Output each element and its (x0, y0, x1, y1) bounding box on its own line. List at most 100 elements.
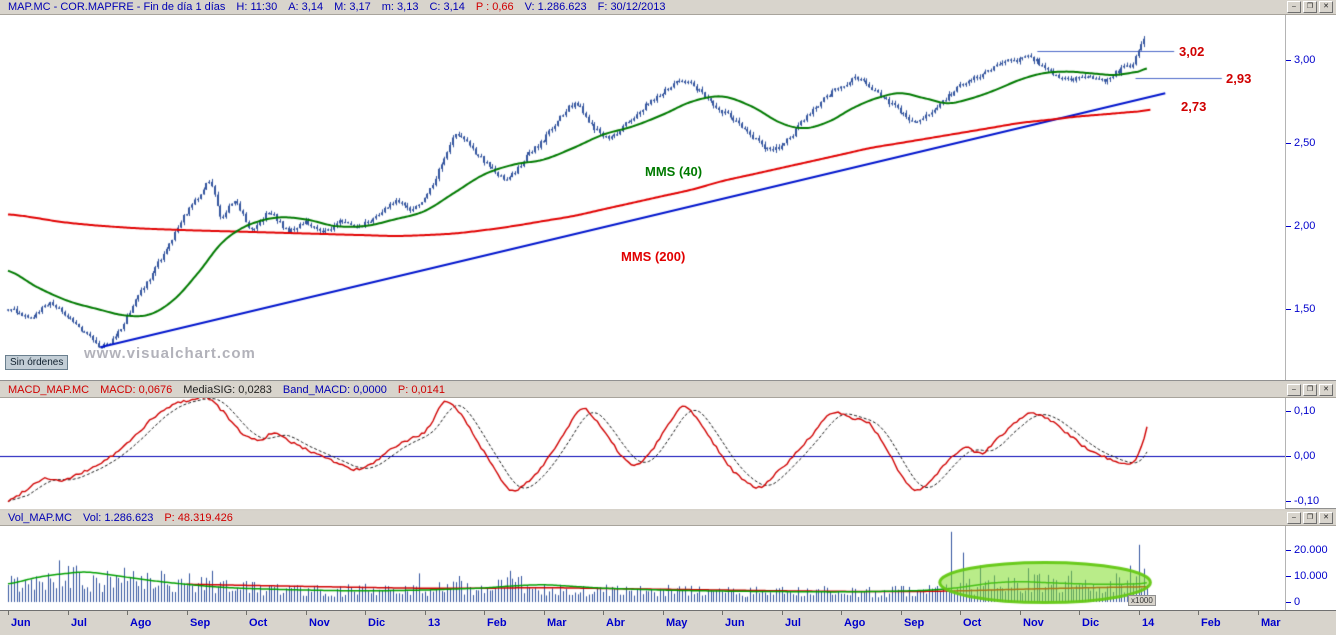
time-axis-month-label: Sep (190, 617, 211, 629)
macd-panel: MACD_MAP.MC MACD: 0,0676 MediaSIG: 0,0283 B… (0, 383, 1336, 509)
volume-header-fields: Vol_MAP.MC Vol: 1.286.623 P: 48.319.426 (8, 512, 244, 524)
time-axis-month-label: Feb (487, 617, 507, 629)
header-field: P : 0,66 (475, 1, 514, 13)
volume-panel-header: Vol_MAP.MC Vol: 1.286.623 P: 48.319.426 – ❐… (0, 511, 1336, 526)
month-tick (127, 611, 128, 615)
y-axis-label: 0,00 (1294, 450, 1316, 462)
month-tick (484, 611, 485, 615)
close-button[interactable]: ✕ (1319, 1, 1333, 13)
y-axis-label: 1,50 (1294, 303, 1316, 315)
month-tick (187, 611, 188, 615)
time-axis-month-label: Ago (130, 617, 152, 629)
header-field: MediaSIG: 0,0283 (183, 384, 272, 396)
sin-ordenes-button[interactable]: Sin órdenes (5, 355, 69, 370)
macd-chart-canvas[interactable] (0, 398, 1285, 509)
close-button[interactable]: ✕ (1319, 512, 1333, 524)
time-axis-month-label: May (666, 617, 688, 629)
price-header-fields: MAP.MC - COR.MAPFRE - Fin de día 1 días H… (8, 1, 677, 13)
time-axis-month-label: Ago (844, 617, 866, 629)
header-field: A: 3,14 (288, 1, 324, 13)
macd-header-fields: MACD_MAP.MC MACD: 0,0676 MediaSIG: 0,0283 B… (8, 384, 456, 396)
header-field: MAP.MC - COR.MAPFRE - Fin de día 1 días (8, 1, 226, 13)
y-axis-label: 10.000 (1294, 570, 1328, 582)
header-field: m: 3,13 (381, 1, 419, 13)
maximize-button[interactable]: ❐ (1303, 512, 1317, 524)
time-axis-month-label: 14 (1142, 617, 1155, 629)
header-field: F: 30/12/2013 (597, 1, 666, 13)
close-button[interactable]: ✕ (1319, 384, 1333, 396)
header-field: Vol_MAP.MC (8, 512, 72, 524)
macd-chart[interactable] (0, 398, 1285, 509)
month-tick (841, 611, 842, 615)
header-field: C: 3,14 (429, 1, 465, 13)
y-axis-label: 20.000 (1294, 544, 1328, 556)
month-tick (603, 611, 604, 615)
price-chart[interactable] (0, 15, 1285, 380)
month-tick (425, 611, 426, 615)
price-chart-canvas[interactable] (0, 15, 1285, 380)
y-axis-tick (1286, 411, 1291, 412)
y-axis-tick (1286, 501, 1291, 502)
minimize-button[interactable]: – (1287, 1, 1301, 13)
macd-window-controls: – ❐ ✕ (1287, 384, 1333, 396)
y-axis-tick (1286, 456, 1291, 457)
x1000-scale-label: x1000 (1128, 595, 1156, 606)
time-axis-month-label: Nov (1023, 617, 1044, 629)
header-field: P: 48.319.426 (164, 512, 233, 524)
minimize-button[interactable]: – (1287, 384, 1301, 396)
y-axis-tick (1286, 576, 1291, 577)
time-axis-month-label: Jun (725, 617, 745, 629)
month-tick (8, 611, 9, 615)
month-tick (722, 611, 723, 615)
time-axis-month-label: Jun (11, 617, 31, 629)
time-axis-month-label: Jul (785, 617, 801, 629)
y-axis-label: 2,50 (1294, 137, 1316, 149)
time-axis-month-label: Oct (963, 617, 982, 629)
volume-chart-canvas[interactable] (0, 526, 1285, 610)
month-tick (246, 611, 247, 615)
month-tick (1020, 611, 1021, 615)
header-field: M: 3,17 (334, 1, 371, 13)
y-axis-label: 0,10 (1294, 405, 1316, 417)
time-axis-month-label: Mar (1261, 617, 1281, 629)
time-axis-month-label: Abr (606, 617, 625, 629)
price-window-controls: – ❐ ✕ (1287, 1, 1333, 13)
volume-chart[interactable] (0, 526, 1285, 610)
maximize-button[interactable]: ❐ (1303, 1, 1317, 13)
month-tick (544, 611, 545, 615)
time-axis-month-label: Dic (1082, 617, 1100, 629)
month-tick (663, 611, 664, 615)
time-axis[interactable]: Jun Jul Ago Sep Oct Nov Dic 13 Feb Mar Abr May Jun Ju… (0, 610, 1336, 635)
y-axis-tick (1286, 143, 1291, 144)
y-axis-label: 0 (1294, 596, 1301, 608)
month-tick (782, 611, 783, 615)
y-axis-label: 3,00 (1294, 54, 1316, 66)
y-axis-tick (1286, 309, 1291, 310)
time-axis-month-label: Sep (904, 617, 925, 629)
month-tick (901, 611, 902, 615)
header-field: V: 1.286.623 (524, 1, 587, 13)
y-axis-tick (1286, 226, 1291, 227)
header-field: Vol: 1.286.623 (83, 512, 154, 524)
month-tick (1139, 611, 1140, 615)
month-tick (1258, 611, 1259, 615)
volume-y-axis[interactable]: 20.000 10.000 0 (1285, 526, 1336, 610)
watermark: www.visualchart.com (84, 345, 256, 362)
macd-y-axis[interactable]: 0,10 0,00 -0,10 (1285, 398, 1336, 508)
price-panel: MAP.MC - COR.MAPFRE - Fin de día 1 días H… (0, 0, 1336, 381)
time-axis-month-label: Dic (368, 617, 386, 629)
month-tick (68, 611, 69, 615)
minimize-button[interactable]: – (1287, 512, 1301, 524)
y-axis-label: -0,10 (1294, 495, 1320, 507)
price-y-axis[interactable]: 3,00 2,50 2,00 1,50 (1285, 15, 1336, 380)
month-tick (306, 611, 307, 615)
maximize-button[interactable]: ❐ (1303, 384, 1317, 396)
time-axis-month-label: Feb (1201, 617, 1221, 629)
header-field: Band_MACD: 0,0000 (282, 384, 387, 396)
month-tick (365, 611, 366, 615)
y-axis-tick (1286, 602, 1291, 603)
time-axis-month-label: 13 (428, 617, 441, 629)
month-tick (1198, 611, 1199, 615)
time-axis-month-label: Nov (309, 617, 330, 629)
